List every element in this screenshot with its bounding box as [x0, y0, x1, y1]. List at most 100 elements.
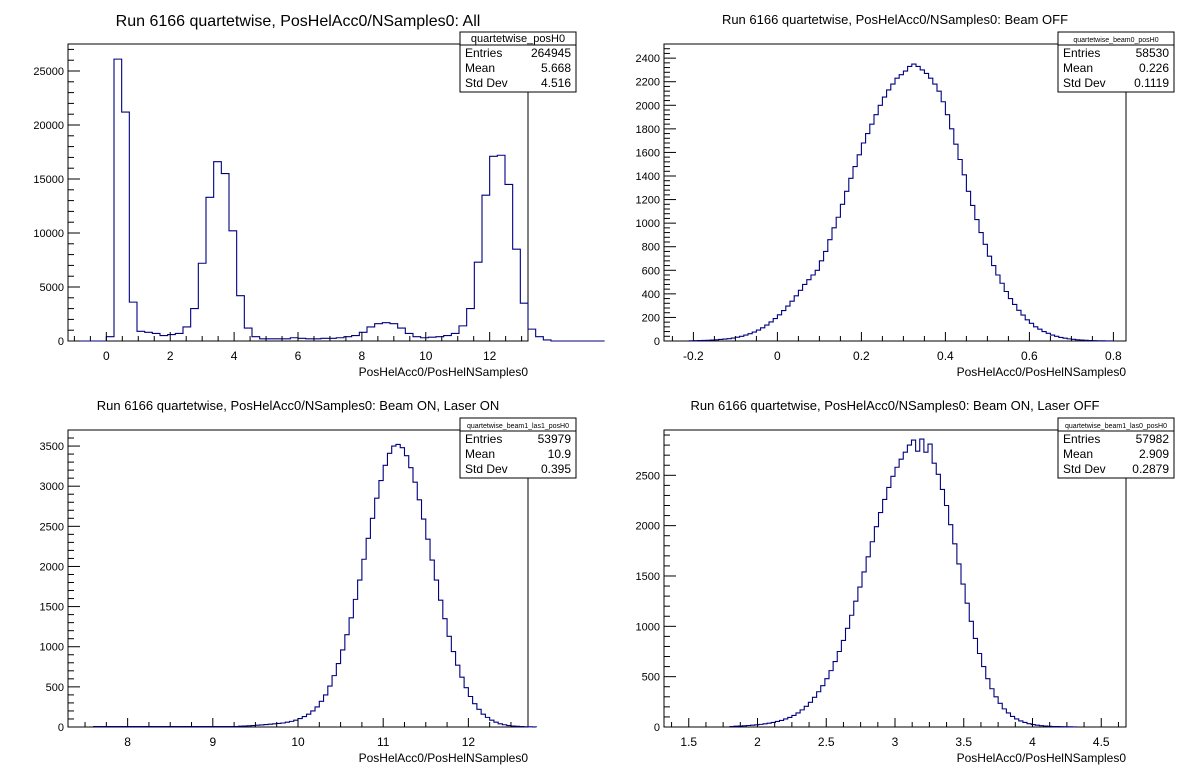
stats-name: quartetwise_beam1_las1_posH0: [467, 423, 569, 430]
y-tick-label: 3000: [40, 481, 64, 493]
stats-label: Mean: [1063, 61, 1093, 75]
y-tick-label: 1000: [636, 621, 660, 633]
x-axis-label: PosHelAcc0/PosHelNSamples0: [957, 751, 1127, 765]
stats-value: 2.909: [1139, 447, 1169, 461]
y-tick-label: 2200: [636, 77, 660, 89]
stats-label: Mean: [465, 447, 495, 461]
stats-value: 0.226: [1139, 61, 1169, 75]
y-tick-label: 2000: [636, 521, 660, 533]
x-tick-label: 8: [124, 735, 131, 749]
y-tick-label: 0: [654, 336, 660, 348]
chart-title: Run 6166 quartetwise, PosHelAcc0/NSample…: [722, 12, 1068, 27]
stats-label: Entries: [465, 432, 502, 446]
x-tick-label: 4: [1029, 735, 1036, 749]
y-tick-label: 600: [642, 265, 660, 277]
stats-label: Mean: [1063, 447, 1093, 461]
y-tick-label: 5000: [40, 282, 64, 294]
stats-name: quartetwise_posH0: [471, 33, 565, 45]
x-tick-label: 0: [103, 349, 110, 363]
y-tick-label: 500: [642, 672, 660, 684]
histogram-panel-beam-on-laser-on: Run 6166 quartetwise, PosHelAcc0/NSample…: [40, 398, 577, 765]
stats-label: Entries: [1063, 432, 1100, 446]
y-tick-label: 2400: [636, 53, 660, 65]
y-tick-label: 1600: [636, 147, 660, 159]
histogram-series: [729, 438, 1078, 728]
y-tick-label: 20000: [33, 120, 64, 132]
y-tick-label: 25000: [33, 66, 64, 78]
x-tick-label: 6: [295, 349, 302, 363]
plot-frame: [67, 429, 529, 728]
stats-value: 0.2879: [1132, 462, 1169, 476]
stats-box: quartetwise_beam0_posH0 Entries 58530 Mean 0…: [1057, 31, 1175, 93]
y-tick-label: 1500: [40, 602, 64, 614]
x-tick-label: 9: [209, 735, 216, 749]
stats-name: quartetwise_beam0_posH0: [1073, 37, 1158, 44]
x-tick-label: 11: [377, 735, 390, 749]
histogram-panel-beam-on-laser-off: Run 6166 quartetwise, PosHelAcc0/NSample…: [636, 398, 1175, 765]
stats-label: Entries: [1063, 46, 1100, 60]
stats-name: quartetwise_beam1_las0_posH0: [1065, 423, 1167, 430]
y-tick-label: 1400: [636, 171, 660, 183]
x-tick-label: 3.5: [955, 735, 972, 749]
y-tick-label: 2500: [636, 470, 660, 482]
y-tick-label: 200: [642, 312, 660, 324]
y-tick-label: 10000: [33, 228, 64, 240]
y-tick-label: 0: [58, 336, 64, 348]
histogram-panel-all: Run 6166 quartetwise, PosHelAcc0/NSample…: [33, 13, 605, 379]
y-tick-label: 0: [58, 722, 64, 734]
stats-value: 264945: [531, 46, 571, 60]
y-tick-label: 2000: [636, 100, 660, 112]
y-tick-label: 2000: [40, 561, 64, 573]
chart-title: Run 6166 quartetwise, PosHelAcc0/NSample…: [97, 398, 499, 413]
x-tick-label: 10: [291, 735, 305, 749]
x-tick-label: 4.5: [1093, 735, 1110, 749]
histogram-series: [688, 63, 1114, 342]
stats-value: 53979: [538, 432, 572, 446]
chart-title: Run 6166 quartetwise, PosHelAcc0/NSample…: [691, 398, 1100, 413]
chart-title: Run 6166 quartetwise, PosHelAcc0/NSample…: [116, 13, 481, 30]
histogram-series: [93, 443, 538, 728]
y-tick-label: 15000: [33, 174, 64, 186]
stats-label: Std Dev: [465, 76, 508, 90]
x-axis-label: PosHelAcc0/PosHelNSamples0: [359, 365, 529, 379]
y-tick-label: 1200: [636, 195, 660, 207]
stats-value: 5.668: [541, 61, 571, 75]
x-axis-label: PosHelAcc0/PosHelNSamples0: [359, 751, 529, 765]
y-tick-label: 0: [654, 722, 660, 734]
stats-label: Std Dev: [465, 462, 508, 476]
plot-frame: [67, 43, 529, 342]
x-tick-label: 3: [892, 735, 899, 749]
x-tick-label: 12: [462, 735, 476, 749]
stats-label: Std Dev: [1063, 76, 1106, 90]
x-tick-label: 0.2: [853, 349, 870, 363]
x-tick-label: 0.4: [937, 349, 954, 363]
x-tick-label: 0.6: [1021, 349, 1038, 363]
x-tick-label: 0.8: [1105, 349, 1122, 363]
y-tick-label: 1800: [636, 124, 660, 136]
x-tick-label: 8: [359, 349, 366, 363]
x-tick-label: 2: [167, 349, 174, 363]
x-tick-label: 1.5: [680, 735, 697, 749]
y-tick-label: 400: [642, 289, 660, 301]
stats-value: 57982: [1136, 432, 1170, 446]
plot-frame: [663, 43, 1127, 342]
stats-value: 0.395: [541, 462, 571, 476]
stats-label: Mean: [465, 61, 495, 75]
histogram-panel-beam-off: Run 6166 quartetwise, PosHelAcc0/NSample…: [636, 12, 1175, 379]
y-tick-label: 1000: [40, 642, 64, 654]
stats-box: quartetwise_beam1_las1_posH0 Entries 53979…: [459, 417, 577, 479]
y-tick-label: 500: [46, 682, 64, 694]
x-tick-label: 0: [774, 349, 781, 363]
y-tick-label: 1500: [636, 571, 660, 583]
x-tick-label: 2: [754, 735, 761, 749]
histogram-series: [68, 58, 605, 342]
stats-box: quartetwise_beam1_las0_posH0 Entries 57982…: [1057, 417, 1175, 479]
stats-label: Entries: [465, 46, 502, 60]
y-tick-label: 3500: [40, 441, 64, 453]
stats-label: Std Dev: [1063, 462, 1106, 476]
x-tick-label: -0.2: [683, 349, 704, 363]
y-tick-label: 1000: [636, 218, 660, 230]
x-tick-label: 10: [419, 349, 433, 363]
